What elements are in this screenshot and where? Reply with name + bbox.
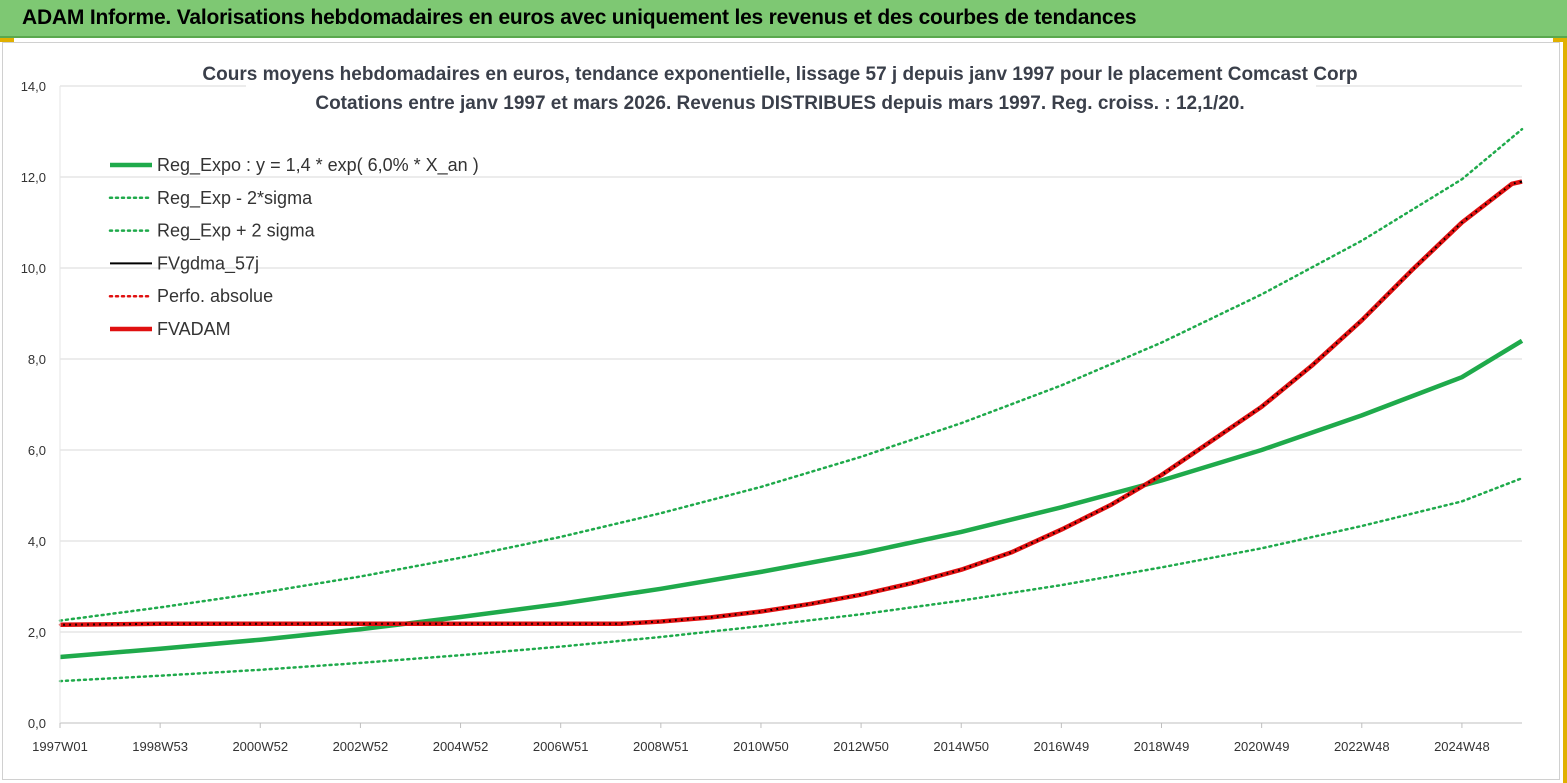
series-line-2 [58, 127, 1524, 622]
x-tick-label: 1998W53 [132, 739, 188, 754]
axes: 0,0 2,0 4,0 6,0 8,0 10,0 12,0 14,0 1997W01 1998W5… [21, 79, 1522, 754]
x-tick-label: 1997W01 [32, 739, 88, 754]
accent-bar-left [0, 38, 14, 42]
legend-label: Perfo. absolue [157, 286, 273, 306]
x-tick-label: 2008W51 [633, 739, 689, 754]
y-tick-label: 6,0 [28, 443, 46, 458]
accent-bar-right [1563, 38, 1567, 783]
series-line-4 [58, 180, 1524, 626]
series-lines [58, 127, 1524, 683]
x-tick-label: 2004W52 [433, 739, 489, 754]
legend-label: Reg_Expo : y = 1,4 * exp( 6,0% * X_an ) [157, 155, 479, 176]
gridlines [60, 85, 1522, 724]
series-line-1 [58, 476, 1524, 683]
legend-label: Reg_Exp + 2 sigma [157, 221, 316, 242]
x-tick-label: 2018W49 [1134, 739, 1190, 754]
x-tick-label: 2024W48 [1434, 739, 1490, 754]
y-tick-label: 12,0 [21, 170, 46, 185]
series-line-0 [59, 338, 1524, 660]
x-tick-label: 2010W50 [733, 739, 789, 754]
y-tick-label: 2,0 [28, 625, 46, 640]
series-line-5 [59, 179, 1523, 627]
chart-frame [2, 42, 1560, 780]
chart-title: Cours moyens hebdomadaires en euros, ten… [202, 64, 1357, 85]
x-tick-label: 2000W52 [232, 739, 288, 754]
x-tick-label: 2020W49 [1234, 739, 1290, 754]
chart-subtitle: Cotations entre janv 1997 et mars 2026. … [315, 93, 1244, 114]
y-tick-label: 14,0 [21, 79, 46, 94]
x-tick-label: 2006W51 [533, 739, 589, 754]
x-tick-label: 2022W48 [1334, 739, 1390, 754]
legend: Reg_Expo : y = 1,4 * exp( 6,0% * X_an ) R… [108, 155, 479, 339]
x-tick-label: 2014W50 [933, 739, 989, 754]
y-tick-label: 0,0 [28, 716, 46, 731]
x-tick-label: 2016W49 [1034, 739, 1090, 754]
legend-label: FVgdma_57j [157, 253, 259, 274]
y-tick-label: 10,0 [21, 261, 46, 276]
legend-label: FVADAM [157, 319, 231, 339]
accent-bar-right-top [1553, 38, 1567, 42]
report-title: ADAM Informe. Valorisations hebdomadaire… [22, 6, 1137, 29]
title-background [246, 58, 1316, 116]
x-tick-label: 2002W52 [333, 739, 389, 754]
y-tick-label: 4,0 [28, 534, 46, 549]
series-line-3 [59, 180, 1523, 626]
x-tick-label: 2012W50 [833, 739, 889, 754]
legend-label: Reg_Exp - 2*sigma [157, 188, 313, 209]
report-header: ADAM Informe. Valorisations hebdomadaire… [0, 0, 1567, 38]
y-tick-label: 8,0 [28, 352, 46, 367]
